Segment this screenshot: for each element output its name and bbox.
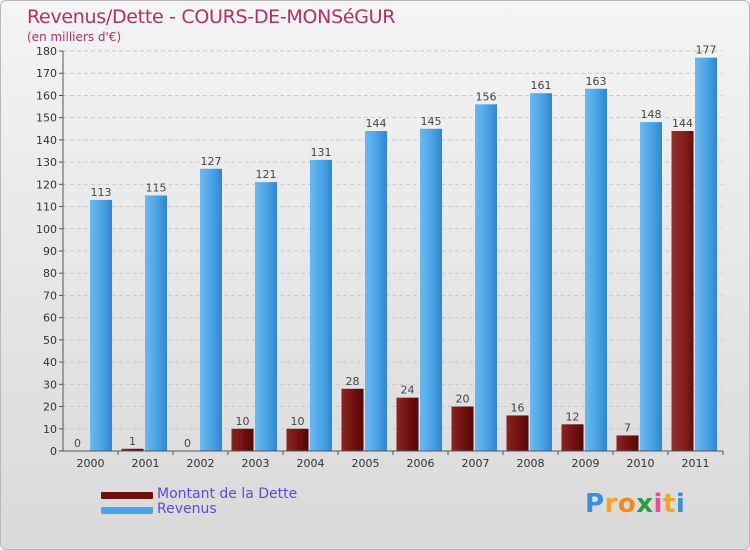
- bar-revenus-2004: [310, 159, 332, 451]
- y-tick-label-160: 160: [36, 89, 57, 102]
- bar-revenus-2008: [530, 93, 552, 451]
- data-label-dette-2011: 144: [672, 117, 693, 130]
- bar-dette-2007: [451, 406, 474, 451]
- y-tick-label-40: 40: [43, 356, 57, 369]
- x-tick-label-2004: 2004: [297, 457, 325, 470]
- y-tick-label-70: 70: [43, 289, 57, 302]
- data-label-revenus-2009: 163: [586, 75, 607, 88]
- bar-dette-2010: [616, 435, 639, 451]
- data-label-dette-2010: 7: [624, 421, 631, 434]
- bar-revenus-2010: [640, 122, 662, 451]
- bar-dette-2008: [506, 415, 529, 451]
- legend-swatch-dette: [101, 492, 153, 499]
- x-tick-label-2007: 2007: [462, 457, 490, 470]
- bar-revenus-2009: [585, 88, 607, 452]
- data-label-dette-2001: 1: [129, 435, 136, 448]
- data-label-revenus-2011: 177: [696, 44, 717, 57]
- bar-revenus-2007: [475, 104, 497, 451]
- bar-revenus-2000: [90, 199, 112, 451]
- data-label-dette-2009: 12: [566, 410, 580, 423]
- y-tick-label-0: 0: [50, 445, 57, 458]
- x-tick-label-2011: 2011: [682, 457, 710, 470]
- logo-letter: t: [662, 489, 676, 519]
- y-tick-label-90: 90: [43, 245, 57, 258]
- bar-revenus-2005: [365, 131, 387, 451]
- data-label-revenus-2005: 144: [366, 117, 387, 130]
- data-label-revenus-2008: 161: [531, 79, 552, 92]
- y-tick-label-140: 140: [36, 134, 57, 147]
- bar-dette-2001: [121, 448, 144, 451]
- chart-title: Revenus/Dette - COURS-DE-MONSéGUR: [27, 6, 396, 28]
- data-label-revenus-2007: 156: [476, 90, 497, 103]
- data-label-dette-2006: 24: [401, 384, 415, 397]
- chart-subtitle: (en milliers d'€): [27, 30, 122, 44]
- logo-letter: x: [636, 489, 654, 519]
- y-tick-label-80: 80: [43, 267, 57, 280]
- bar-dette-2003: [231, 428, 254, 451]
- logo-letter: i: [653, 489, 663, 519]
- bar-dette-2006: [396, 397, 419, 451]
- logo-letter: i: [675, 489, 686, 519]
- data-label-revenus-2003: 121: [256, 168, 277, 181]
- logo-letter: r: [604, 489, 618, 519]
- bar-dette-2005: [341, 388, 364, 451]
- data-label-dette-2000: 0: [74, 437, 81, 450]
- legend-label-revenus: Revenus: [157, 501, 217, 517]
- data-label-revenus-2001: 115: [146, 181, 167, 194]
- legend-label-dette: Montant de la Dette: [157, 486, 298, 502]
- bar-dette-2004: [286, 428, 309, 451]
- x-tick-label-2000: 2000: [77, 457, 105, 470]
- y-tick-label-180: 180: [36, 45, 57, 58]
- y-tick-label-110: 110: [36, 201, 57, 214]
- bar-dette-2011: [671, 131, 694, 451]
- y-tick-label-170: 170: [36, 67, 57, 80]
- y-tick-label-20: 20: [43, 401, 57, 414]
- y-tick-label-30: 30: [43, 378, 57, 391]
- x-tick-label-2003: 2003: [242, 457, 270, 470]
- data-label-revenus-2000: 113: [91, 186, 112, 199]
- data-label-dette-2003: 10: [236, 415, 250, 428]
- x-tick-label-2008: 2008: [517, 457, 545, 470]
- x-tick-label-2001: 2001: [132, 457, 160, 470]
- bar-revenus-2011: [695, 57, 717, 452]
- data-label-revenus-2010: 148: [641, 108, 662, 121]
- y-tick-label-50: 50: [43, 334, 57, 347]
- data-label-dette-2002: 0: [184, 437, 191, 450]
- x-tick-label-2005: 2005: [352, 457, 380, 470]
- data-label-dette-2005: 28: [346, 375, 360, 388]
- x-tick-label-2002: 2002: [187, 457, 215, 470]
- data-label-dette-2008: 16: [511, 401, 525, 414]
- proxiti-logo: Proxiti: [585, 489, 685, 519]
- bar-dette-2009: [561, 424, 584, 451]
- bar-revenus-2006: [420, 128, 442, 451]
- legend-swatch-revenus: [101, 507, 153, 514]
- y-tick-label-60: 60: [43, 312, 57, 325]
- logo-letter: o: [617, 489, 637, 519]
- bar-revenus-2001: [145, 195, 167, 451]
- y-tick-label-130: 130: [36, 156, 57, 169]
- y-tick-label-150: 150: [36, 112, 57, 125]
- data-label-revenus-2002: 127: [201, 155, 222, 168]
- data-label-revenus-2006: 145: [421, 115, 442, 128]
- y-tick-label-100: 100: [36, 223, 57, 236]
- x-tick-label-2009: 2009: [572, 457, 600, 470]
- bar-revenus-2002: [200, 168, 222, 451]
- data-label-dette-2004: 10: [291, 415, 305, 428]
- data-label-revenus-2004: 131: [311, 146, 332, 159]
- x-tick-label-2010: 2010: [627, 457, 655, 470]
- y-tick-label-120: 120: [36, 178, 57, 191]
- y-tick-label-10: 10: [43, 423, 57, 436]
- x-tick-label-2006: 2006: [407, 457, 435, 470]
- data-label-dette-2007: 20: [456, 393, 470, 406]
- bar-revenus-2003: [255, 182, 277, 451]
- logo-letter: P: [585, 489, 605, 519]
